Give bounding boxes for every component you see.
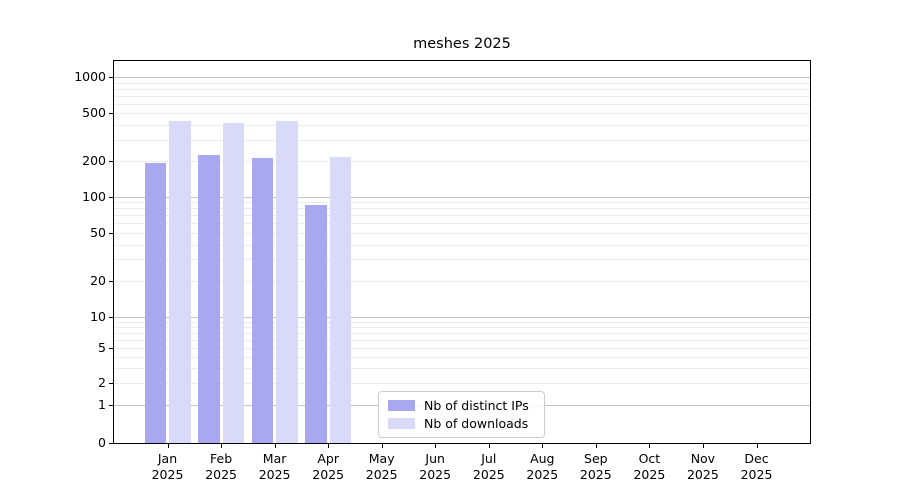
bar-jan-downloads (169, 120, 191, 443)
x-tick-label-dec: Dec 2025 (740, 451, 773, 482)
y-tick-mark-50 (109, 232, 113, 234)
minor-gridline-200 (114, 160, 810, 162)
minor-gridline-80 (114, 208, 810, 210)
minor-gridline-20 (114, 280, 810, 282)
major-gridline-1000 (114, 77, 810, 78)
y-tick-mark-500 (109, 113, 113, 114)
major-gridline-10 (114, 316, 810, 318)
minor-gridline-30 (114, 259, 810, 261)
x-tick-label-jan: Jan 2025 (151, 451, 184, 482)
bar-apr-downloads (329, 156, 352, 443)
x-tick-label-oct: Oct 2025 (633, 451, 666, 482)
x-tick-mark-jan (167, 444, 169, 448)
y-tick-label-1000: 1000 (74, 69, 106, 84)
minor-gridline-300 (114, 139, 810, 141)
minor-gridline-2 (114, 383, 810, 385)
plot-area: Nb of distinct IPs Nb of downloads (113, 60, 811, 444)
y-tick-mark-1000 (109, 77, 113, 78)
minor-gridline-90 (114, 202, 810, 204)
x-tick-label-aug: Aug 2025 (526, 451, 559, 482)
x-tick-label-jun: Jun 2025 (419, 451, 452, 482)
minor-gridline-5 (114, 348, 810, 350)
bar-feb-distinct-ips (198, 154, 220, 443)
legend-swatch-downloads-icon (388, 418, 415, 429)
minor-gridline-9 (114, 321, 810, 323)
y-tick-label-5: 5 (98, 340, 106, 356)
x-tick-mark-jul (488, 444, 490, 448)
x-tick-label-mar: Mar 2025 (258, 451, 291, 482)
minor-gridline-500 (114, 113, 810, 114)
bar-feb-downloads (222, 123, 245, 443)
bar-mar-downloads (276, 120, 298, 443)
x-tick-mark-aug (542, 444, 544, 448)
y-tick-label-200: 200 (82, 152, 106, 168)
bar-mar-distinct-ips (251, 157, 274, 443)
x-tick-mark-apr (328, 444, 330, 448)
y-tick-mark-5 (109, 348, 113, 350)
x-tick-mark-nov (702, 444, 704, 448)
y-tick-mark-200 (109, 160, 113, 162)
x-tick-label-apr: Apr 2025 (312, 451, 345, 482)
minor-gridline-50 (114, 232, 810, 234)
minor-gridline-800 (114, 88, 810, 90)
x-tick-mark-feb (221, 444, 223, 448)
y-tick-mark-1 (109, 405, 113, 406)
minor-gridline-600 (114, 103, 810, 105)
y-tick-label-500: 500 (82, 105, 106, 120)
minor-gridline-70 (114, 215, 810, 217)
legend: Nb of distinct IPs Nb of downloads (378, 391, 545, 438)
minor-gridline-8 (114, 326, 810, 328)
legend-swatch-distinct-ips-icon (388, 400, 415, 411)
y-tick-label-2: 2 (98, 375, 106, 391)
minor-gridline-700 (114, 95, 810, 97)
y-tick-mark-0 (109, 443, 113, 444)
legend-item-downloads: Nb of downloads (388, 415, 536, 432)
y-tick-label-50: 50 (90, 224, 106, 240)
minor-gridline-6 (114, 340, 810, 341)
x-tick-label-may: May 2025 (365, 451, 398, 482)
y-tick-mark-100 (109, 196, 113, 198)
minor-gridline-40 (114, 244, 810, 246)
x-tick-mark-oct (649, 444, 651, 448)
bar-apr-distinct-ips (305, 204, 327, 443)
x-tick-mark-dec (756, 444, 758, 448)
minor-gridline-900 (114, 82, 810, 84)
x-tick-label-sep: Sep 2025 (579, 451, 612, 482)
minor-gridline-7 (114, 333, 810, 334)
y-tick-label-0: 0 (98, 435, 106, 450)
chart-title: meshes 2025 (413, 36, 511, 52)
minor-gridline-400 (114, 124, 810, 126)
y-tick-label-100: 100 (82, 188, 106, 204)
legend-label-distinct-ips: Nb of distinct IPs (424, 398, 529, 413)
y-tick-label-20: 20 (90, 272, 106, 288)
bar-jan-distinct-ips (144, 162, 166, 443)
x-tick-mark-jun (435, 444, 437, 448)
x-tick-label-jul: Jul 2025 (472, 451, 505, 482)
x-tick-label-feb: Feb 2025 (205, 451, 237, 482)
major-gridline-100 (114, 196, 810, 198)
y-tick-mark-2 (109, 383, 113, 385)
y-tick-label-10: 10 (90, 308, 106, 324)
minor-gridline-60 (114, 223, 810, 225)
y-tick-mark-20 (109, 280, 113, 282)
x-tick-mark-mar (274, 444, 276, 448)
x-tick-label-nov: Nov 2025 (686, 451, 719, 482)
y-tick-mark-10 (109, 316, 113, 318)
x-tick-mark-may (381, 444, 383, 448)
legend-label-downloads: Nb of downloads (424, 416, 529, 431)
y-tick-label-1: 1 (98, 397, 106, 412)
x-tick-mark-sep (595, 444, 597, 448)
legend-item-distinct-ips: Nb of distinct IPs (388, 397, 536, 414)
minor-gridline-4 (114, 356, 810, 358)
minor-gridline-3 (114, 367, 810, 369)
